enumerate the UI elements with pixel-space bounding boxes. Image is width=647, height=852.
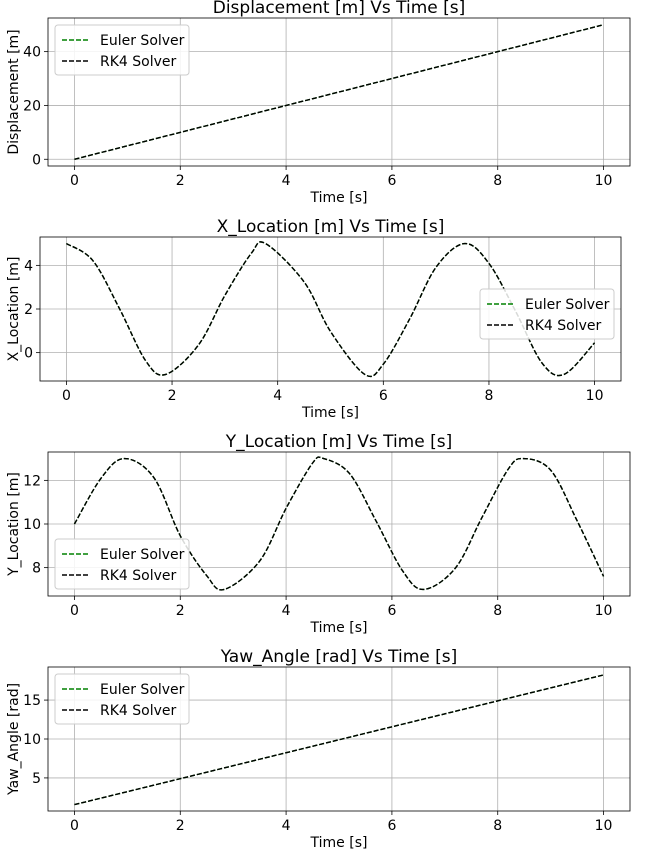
chart-title: Displacement [m] Vs Time [s] [213, 0, 466, 18]
legend: Euler Solver RK4 Solver [479, 288, 615, 340]
x-tick-label: 0 [70, 173, 79, 189]
x-tick-label: 10 [586, 388, 604, 404]
legend-entry: RK4 Solver [100, 703, 177, 719]
chart-panel-3: 0 2 4 6 8 10 8 10 12 Y_Location [m] Vs Time [s] Ti… [6, 432, 631, 636]
x-tick-label: 0 [62, 388, 71, 404]
y-axis-label: Displacement [m] [6, 29, 22, 154]
y-tick-label: 10 [23, 732, 41, 748]
x-tick-label: 0 [70, 818, 79, 834]
x-tick-label: 6 [379, 388, 388, 404]
chart-title: Yaw_Angle [rad] Vs Time [s] [220, 647, 458, 667]
y-tick-label: 10 [23, 517, 41, 533]
x-tick-label: 10 [595, 173, 613, 189]
y-tick-label: 20 [23, 98, 41, 114]
y-tick-label: 0 [24, 346, 33, 362]
x-tick-label: 8 [493, 603, 502, 619]
chart-title: Y_Location [m] Vs Time [s] [225, 432, 452, 452]
legend-entry: Euler Solver [100, 682, 185, 698]
legend-entry: RK4 Solver [100, 568, 177, 584]
x-tick-label: 4 [282, 173, 291, 189]
legend-box [54, 673, 190, 725]
chart-panel-4: 0 2 4 6 8 10 5 10 15 Yaw_Angle [rad] Vs Time [s] T… [6, 647, 631, 851]
y-tick-label: 8 [32, 561, 41, 577]
legend-box [54, 24, 190, 76]
chart-panel-1: 0 2 4 6 8 10 0 20 40 Displacement [m] Vs Time [s]… [6, 0, 631, 206]
x-tick-label: 2 [168, 388, 177, 404]
plot-frame [47, 17, 631, 167]
y-axis-label: Yaw_Angle [rad] [6, 683, 22, 796]
x-axis-label: Time [s] [310, 620, 368, 636]
y-tick-label: 0 [32, 152, 41, 168]
legend: Euler Solver RK4 Solver [54, 538, 190, 590]
x-tick-label: 4 [282, 818, 291, 834]
x-tick-label: 0 [70, 603, 79, 619]
x-tick-label: 4 [282, 603, 291, 619]
legend-entry: Euler Solver [525, 297, 610, 313]
x-tick-label: 8 [493, 818, 502, 834]
x-axis-label: Time [s] [301, 405, 359, 421]
x-tick-label: 6 [387, 603, 396, 619]
y-axis-label: Y_Location [m] [6, 472, 22, 577]
legend-box [54, 538, 190, 590]
x-tick-label: 8 [493, 173, 502, 189]
y-tick-label: 2 [24, 302, 33, 318]
y-tick-label: 40 [23, 45, 41, 61]
x-tick-label: 8 [484, 388, 493, 404]
legend-entry: RK4 Solver [525, 318, 602, 334]
y-axis-label: X_Location [m] [6, 257, 22, 362]
chart-title: X_Location [m] Vs Time [s] [217, 217, 445, 237]
x-axis-label: Time [s] [310, 835, 368, 851]
y-tick-label: 4 [24, 258, 33, 274]
y-tick-label: 15 [23, 693, 41, 709]
x-tick-label: 2 [176, 818, 185, 834]
x-tick-label: 10 [595, 603, 613, 619]
series-line-rk4 [73, 456, 605, 591]
x-tick-label: 6 [387, 818, 396, 834]
x-axis-label: Time [s] [310, 190, 368, 206]
x-tick-label: 10 [595, 818, 613, 834]
legend: Euler Solver RK4 Solver [54, 24, 190, 76]
chart-panel-2: 0 2 4 6 8 10 0 2 4 X_Location [m] Vs Time [s] Time… [6, 217, 622, 421]
x-tick-label: 2 [176, 603, 185, 619]
y-tick-label: 5 [32, 771, 41, 787]
legend-entry: Euler Solver [100, 547, 185, 563]
x-tick-label: 4 [273, 388, 282, 404]
legend: Euler Solver RK4 Solver [54, 673, 190, 725]
legend-box [479, 288, 615, 340]
y-tick-label: 12 [23, 473, 41, 489]
legend-entry: RK4 Solver [100, 54, 177, 70]
x-tick-label: 6 [387, 173, 396, 189]
legend-entry: Euler Solver [100, 33, 185, 49]
x-tick-label: 2 [176, 173, 185, 189]
